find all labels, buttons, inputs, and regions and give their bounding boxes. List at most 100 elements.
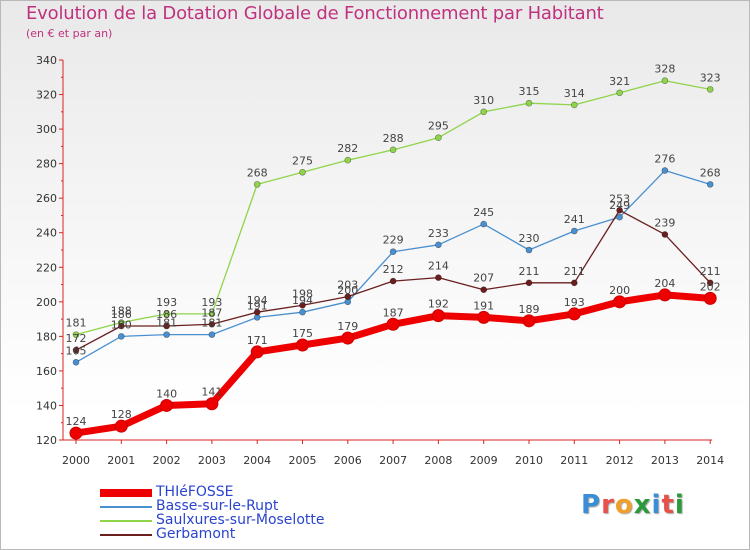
data-point-thi-fosse bbox=[431, 309, 445, 323]
data-label-thi-fosse: 200 bbox=[609, 284, 630, 297]
data-point-gerbamont bbox=[344, 293, 352, 300]
proxiti-logo: Proxiti bbox=[581, 490, 685, 520]
data-label-basse-sur-le-rupt: 233 bbox=[428, 227, 449, 240]
data-point-basse-sur-le-rupt bbox=[389, 248, 397, 256]
data-point-basse-sur-le-rupt bbox=[661, 167, 669, 174]
data-label-basse-sur-le-rupt: 194 bbox=[292, 294, 313, 307]
data-point-gerbamont bbox=[480, 286, 488, 294]
data-point-saulxures-sur-moselotte bbox=[389, 146, 397, 154]
chart-subtitle: (en € et par an) bbox=[26, 27, 113, 40]
data-point-thi-fosse bbox=[703, 291, 717, 305]
logo-letter: x bbox=[633, 490, 652, 520]
data-label-gerbamont: 194 bbox=[247, 294, 268, 307]
data-label-basse-sur-le-rupt: 245 bbox=[473, 206, 494, 219]
data-label-thi-fosse: 189 bbox=[519, 303, 540, 316]
y-tick-label: 160 bbox=[36, 365, 57, 378]
data-label-thi-fosse: 192 bbox=[428, 298, 449, 311]
y-tick-label: 180 bbox=[36, 330, 57, 343]
data-label-gerbamont: 207 bbox=[473, 272, 494, 285]
legend-swatch bbox=[100, 520, 152, 522]
data-label-gerbamont: 186 bbox=[156, 308, 177, 321]
data-point-gerbamont bbox=[435, 274, 442, 281]
data-point-saulxures-sur-moselotte bbox=[706, 86, 714, 93]
data-label-saulxures-sur-moselotte: 181 bbox=[66, 317, 87, 330]
data-point-basse-sur-le-rupt bbox=[435, 241, 442, 249]
x-tick-label: 2011 bbox=[560, 454, 588, 467]
data-label-basse-sur-le-rupt: 191 bbox=[247, 299, 268, 312]
data-point-saulxures-sur-moselotte bbox=[661, 77, 669, 85]
x-tick-label: 2012 bbox=[606, 454, 634, 467]
data-label-saulxures-sur-moselotte: 193 bbox=[201, 296, 222, 309]
data-point-thi-fosse bbox=[522, 314, 536, 328]
y-tick-label: 300 bbox=[36, 123, 57, 136]
logo-letter: o bbox=[614, 490, 634, 520]
data-label-basse-sur-le-rupt: 200 bbox=[337, 284, 358, 297]
data-point-saulxures-sur-moselotte bbox=[570, 101, 578, 109]
data-label-basse-sur-le-rupt: 180 bbox=[111, 318, 132, 331]
data-point-thi-fosse bbox=[69, 426, 83, 440]
y-tick-label: 280 bbox=[36, 158, 57, 171]
x-tick-label: 2010 bbox=[515, 454, 543, 467]
data-point-gerbamont bbox=[661, 231, 669, 238]
data-point-gerbamont bbox=[163, 322, 170, 330]
chart-title: Evolution de la Dotation Globale de Fonc… bbox=[26, 3, 604, 24]
data-point-basse-sur-le-rupt bbox=[616, 213, 623, 221]
data-point-gerbamont bbox=[570, 279, 578, 287]
x-tick-label: 2001 bbox=[107, 454, 135, 467]
data-point-basse-sur-le-rupt bbox=[570, 227, 578, 235]
data-point-thi-fosse bbox=[477, 310, 491, 324]
x-tick-label: 2007 bbox=[379, 454, 407, 467]
data-label-saulxures-sur-moselotte: 321 bbox=[609, 75, 630, 88]
data-label-thi-fosse: 175 bbox=[292, 327, 313, 340]
data-point-thi-fosse bbox=[658, 288, 672, 302]
data-label-basse-sur-le-rupt: 241 bbox=[564, 213, 585, 226]
y-tick-label: 140 bbox=[36, 399, 57, 412]
data-point-basse-sur-le-rupt bbox=[208, 331, 216, 338]
data-label-gerbamont: 187 bbox=[201, 306, 222, 319]
data-point-thi-fosse bbox=[205, 397, 219, 411]
y-tick-label: 260 bbox=[36, 192, 57, 205]
data-point-thi-fosse bbox=[250, 345, 264, 359]
axes: 120 140 160 180 200 220 240 260 280 300 320 340 2000… bbox=[36, 54, 724, 467]
y-tick-label: 200 bbox=[36, 296, 57, 309]
data-label-basse-sur-le-rupt: 181 bbox=[201, 317, 222, 330]
data-label-saulxures-sur-moselotte: 314 bbox=[564, 87, 585, 100]
data-label-thi-fosse: 179 bbox=[337, 320, 358, 333]
data-label-basse-sur-le-rupt: 268 bbox=[700, 166, 721, 179]
data-label-basse-sur-le-rupt: 165 bbox=[66, 344, 87, 357]
logo-letter: i bbox=[674, 490, 685, 520]
data-point-gerbamont bbox=[525, 279, 533, 287]
legend-label: Gerbamont bbox=[156, 526, 236, 542]
legend-swatch bbox=[100, 534, 152, 536]
data-point-gerbamont bbox=[118, 322, 125, 330]
data-point-gerbamont bbox=[72, 346, 80, 354]
data-point-saulxures-sur-moselotte bbox=[435, 134, 442, 142]
data-label-saulxures-sur-moselotte: 310 bbox=[473, 94, 494, 107]
data-label-thi-fosse: 124 bbox=[66, 415, 87, 428]
data-label-gerbamont: 239 bbox=[654, 216, 675, 229]
x-tick-label: 2013 bbox=[651, 454, 679, 467]
data-point-gerbamont bbox=[389, 277, 397, 285]
data-label-thi-fosse: 140 bbox=[156, 387, 177, 400]
data-label-thi-fosse: 187 bbox=[383, 306, 404, 319]
data-point-basse-sur-le-rupt bbox=[163, 331, 170, 338]
data-label-saulxures-sur-moselotte: 315 bbox=[519, 85, 540, 98]
data-point-basse-sur-le-rupt bbox=[299, 308, 306, 316]
series-layer bbox=[69, 77, 717, 440]
data-point-saulxures-sur-moselotte bbox=[344, 156, 352, 164]
legend-swatch bbox=[100, 506, 152, 508]
data-point-saulxures-sur-moselotte bbox=[525, 99, 533, 107]
data-label-saulxures-sur-moselotte: 328 bbox=[654, 63, 675, 76]
data-point-gerbamont bbox=[299, 301, 306, 309]
data-point-basse-sur-le-rupt bbox=[706, 181, 714, 188]
x-tick-label: 2005 bbox=[289, 454, 317, 467]
logo-letter: t bbox=[661, 490, 675, 520]
data-label-saulxures-sur-moselotte: 295 bbox=[428, 120, 449, 133]
data-label-basse-sur-le-rupt: 249 bbox=[609, 199, 630, 212]
data-label-thi-fosse: 171 bbox=[247, 334, 268, 347]
data-label-gerbamont: 253 bbox=[609, 192, 630, 205]
data-point-gerbamont bbox=[706, 279, 714, 287]
data-point-saulxures-sur-moselotte bbox=[253, 181, 261, 188]
logo-letter: i bbox=[651, 490, 662, 520]
